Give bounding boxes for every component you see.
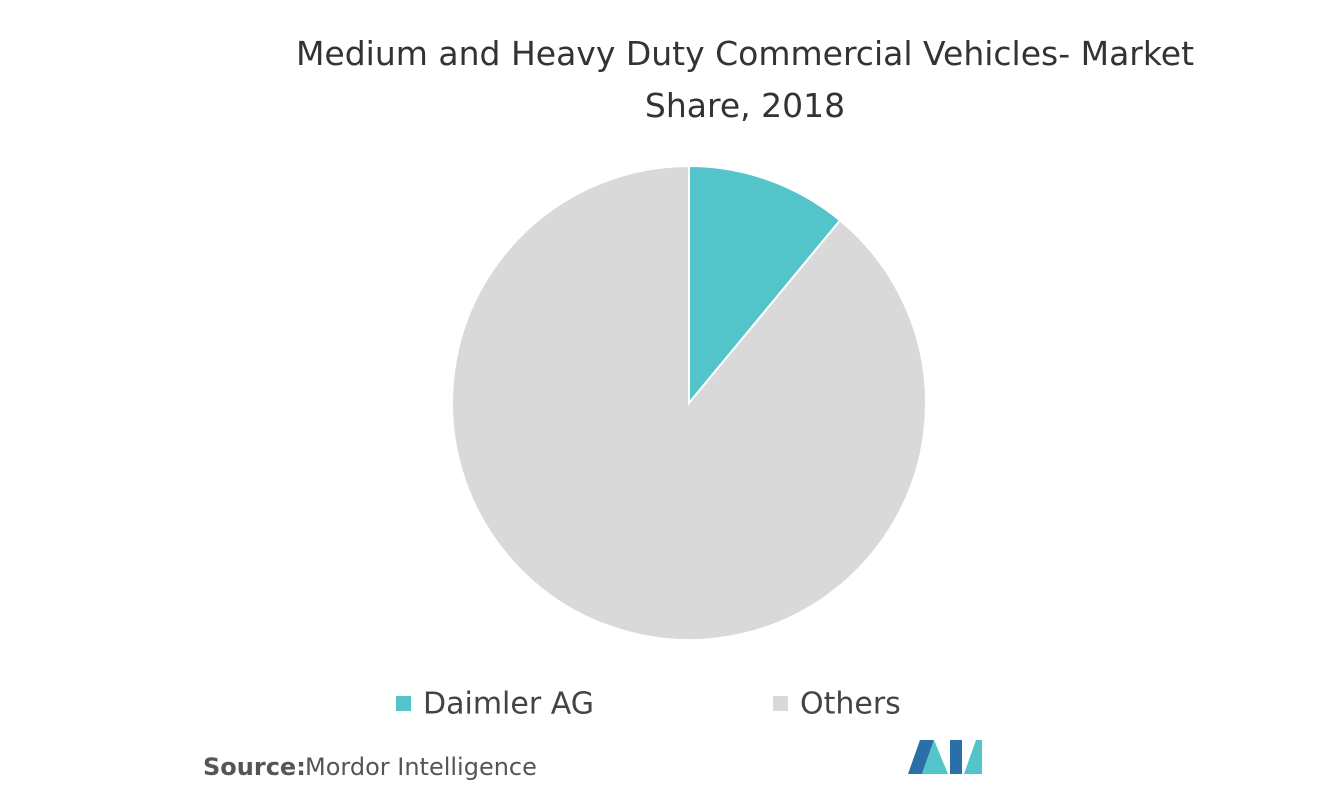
pie-slice [451, 164, 927, 641]
legend-label: Daimler AG [423, 687, 594, 722]
source-text: Mordor Intelligence [305, 753, 537, 781]
chart-title: Medium and Heavy Duty Commercial Vehicle… [295, 34, 1195, 125]
legend-swatch [396, 696, 411, 711]
pie-slice [688, 164, 842, 406]
logo [908, 740, 982, 774]
legend-label: Others [800, 687, 901, 722]
legend-swatch [773, 696, 788, 711]
source-label: Source: [203, 753, 306, 781]
